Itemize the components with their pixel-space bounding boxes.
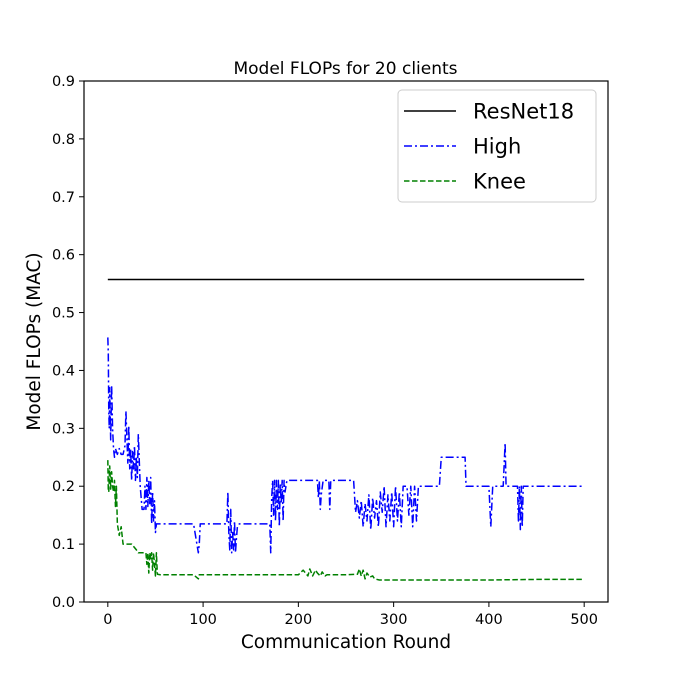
- legend-label-knee: Knee: [473, 170, 526, 194]
- y-tick-label: 0.0: [52, 595, 75, 611]
- y-tick-label: 0.9: [52, 74, 75, 90]
- legend: ResNet18 High Knee: [397, 89, 597, 203]
- x-tick-label: 0: [103, 612, 112, 628]
- x-tick-label: 300: [380, 612, 408, 628]
- x-axis: 0 100 200 300 400 500: [103, 602, 598, 628]
- y-tick-label: 0.7: [52, 190, 75, 206]
- series-line-high: [107, 337, 585, 554]
- y-axis-title: Model FLOPs (MAC): [24, 252, 45, 430]
- y-tick-label: 0.4: [52, 363, 75, 379]
- chart-title: Model FLOPs for 20 clients: [233, 59, 457, 79]
- x-tick-label: 500: [570, 612, 598, 628]
- y-tick-label: 0.8: [52, 132, 75, 148]
- x-tick-label: 100: [189, 612, 217, 628]
- y-tick-label: 0.6: [52, 248, 75, 264]
- x-tick-label: 400: [475, 612, 503, 628]
- y-tick-label: 0.3: [52, 421, 75, 437]
- y-tick-label: 0.1: [52, 537, 75, 553]
- y-tick-label: 0.2: [52, 479, 75, 495]
- legend-box: [397, 89, 597, 203]
- y-axis: 0.0 0.1 0.2 0.3 0.4 0.5 0.6 0.7 0.8 0.9: [52, 74, 84, 611]
- series-line-knee: [107, 460, 585, 581]
- series-layer: [107, 278, 585, 581]
- x-axis-title: Communication Round: [241, 632, 451, 653]
- legend-label-resnet18: ResNet18: [473, 100, 574, 124]
- y-tick-label: 0.5: [52, 306, 75, 322]
- plot-area: [107, 278, 585, 581]
- x-tick-label: 200: [285, 612, 313, 628]
- legend-label-high: High: [473, 135, 521, 159]
- plot-frame: [83, 80, 609, 603]
